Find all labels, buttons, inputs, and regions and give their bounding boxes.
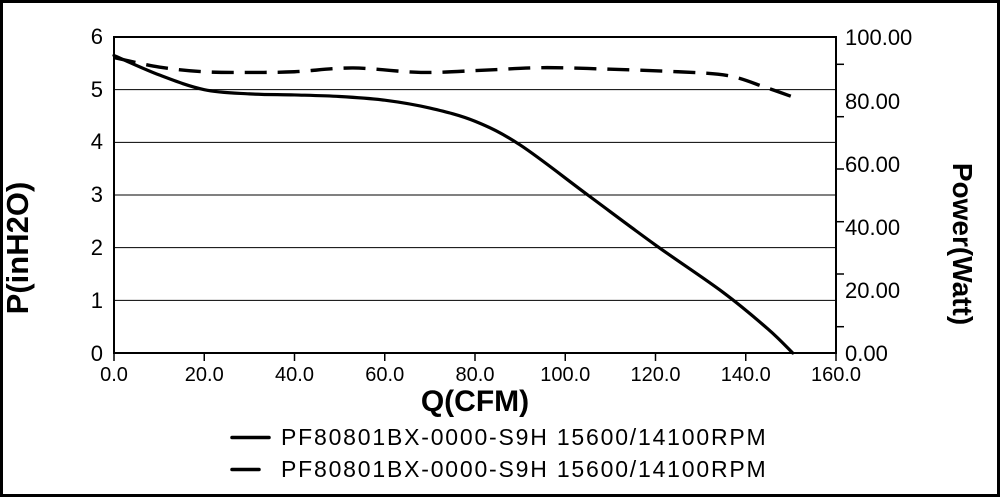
svg-text:80.00: 80.00	[845, 89, 900, 114]
svg-text:60.0: 60.0	[365, 364, 404, 386]
svg-text:120.0: 120.0	[630, 364, 680, 386]
svg-text:Power(Watt): Power(Watt)	[947, 163, 978, 325]
svg-text:PF80801BX-0000-S9H 15600/14100: PF80801BX-0000-S9H 15600/14100RPM	[281, 424, 767, 450]
svg-text:40.00: 40.00	[845, 215, 900, 240]
svg-text:40.0: 40.0	[275, 364, 314, 386]
svg-text:0.00: 0.00	[845, 341, 888, 366]
svg-text:0.0: 0.0	[100, 364, 128, 386]
svg-text:1: 1	[91, 288, 103, 313]
svg-text:3: 3	[91, 182, 103, 207]
svg-text:60.00: 60.00	[845, 152, 900, 177]
svg-text:PF80801BX-0000-S9H 15600/14100: PF80801BX-0000-S9H 15600/14100RPM	[281, 456, 767, 482]
svg-text:100.0: 100.0	[540, 364, 590, 386]
svg-text:5: 5	[91, 77, 103, 102]
svg-text:4: 4	[91, 129, 103, 154]
svg-text:100.00: 100.00	[845, 25, 912, 50]
svg-text:Q(CFM): Q(CFM)	[421, 385, 529, 418]
svg-text:P(inH2O): P(inH2O)	[3, 182, 35, 315]
svg-text:2: 2	[91, 235, 103, 260]
svg-text:0: 0	[91, 341, 103, 366]
svg-text:80.0: 80.0	[456, 364, 495, 386]
svg-text:20.00: 20.00	[845, 278, 900, 303]
svg-text:20.0: 20.0	[185, 364, 224, 386]
svg-text:140.0: 140.0	[721, 364, 771, 386]
svg-text:160.0: 160.0	[811, 364, 861, 386]
svg-text:6: 6	[91, 24, 103, 49]
